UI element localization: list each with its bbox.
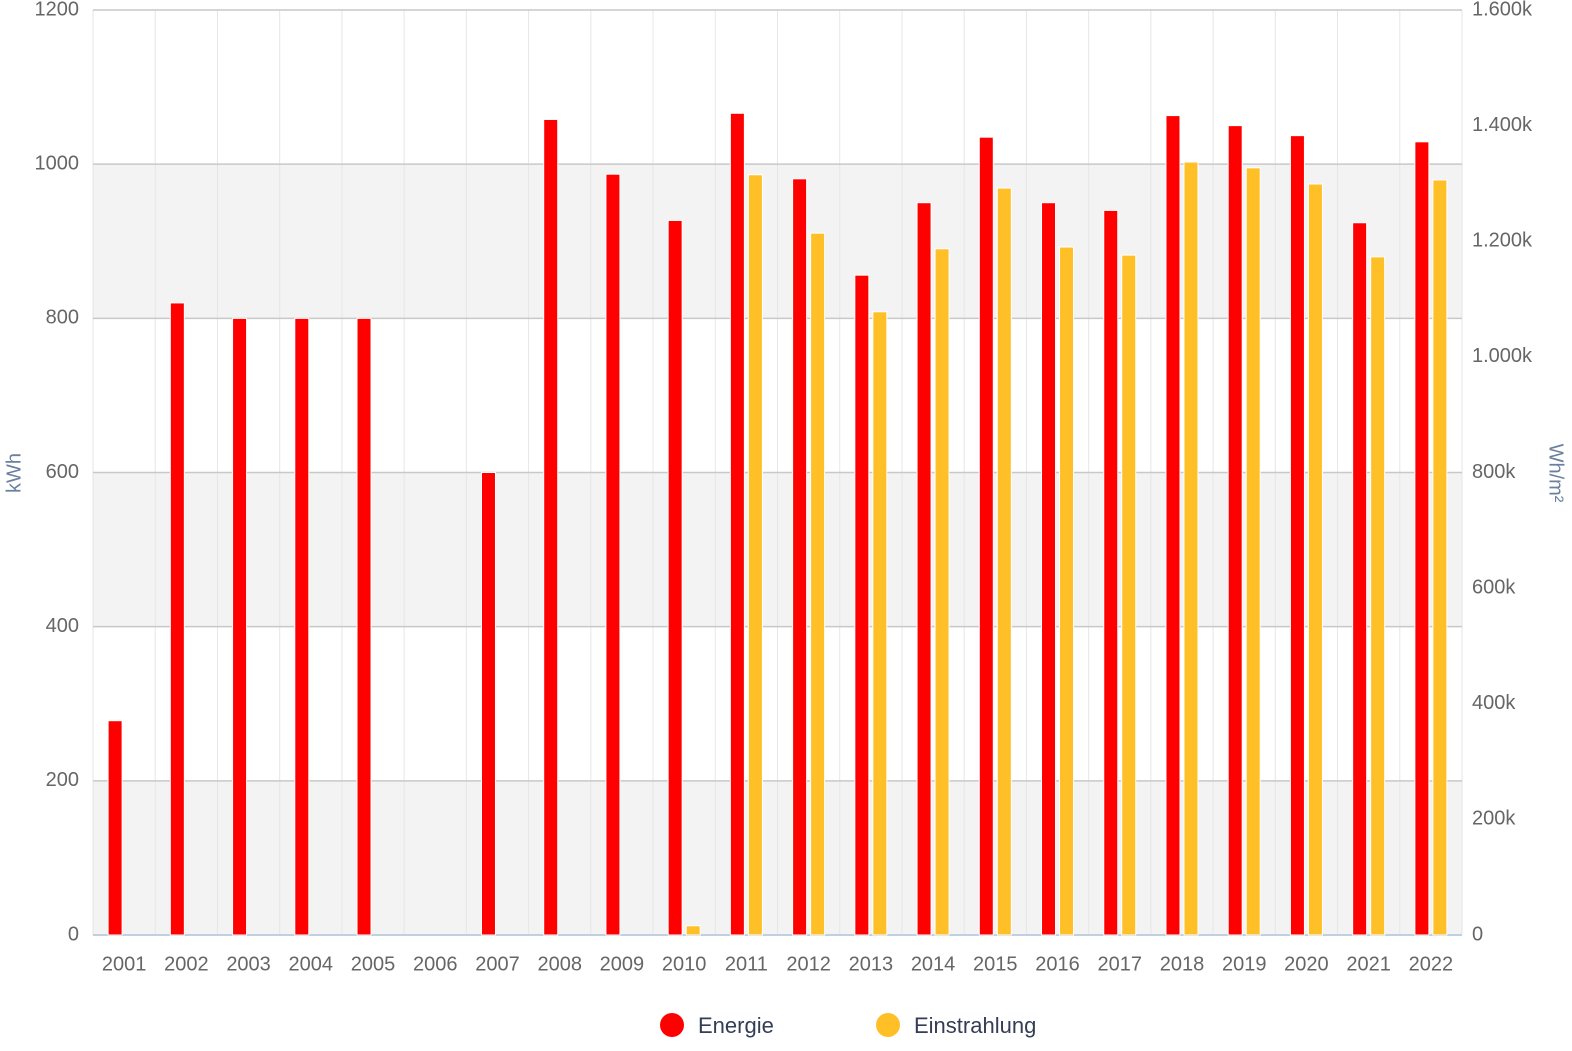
bar <box>810 232 826 936</box>
bar <box>996 187 1012 936</box>
y-tick-label: 800 <box>46 307 79 329</box>
legend-marker <box>876 1013 900 1037</box>
x-tick-label: 2002 <box>164 953 209 975</box>
y2-tick-label: 800k <box>1472 461 1516 483</box>
x-tick-label: 2004 <box>289 953 334 975</box>
bar <box>169 302 185 936</box>
y-tick-label: 600 <box>46 461 79 483</box>
y-tick-label: 1200 <box>35 0 80 20</box>
bar <box>605 173 621 936</box>
bar <box>107 720 123 936</box>
bar <box>872 311 888 936</box>
bar <box>934 248 950 936</box>
bar <box>1227 125 1243 936</box>
y2-axis-title: Wh/m² <box>1545 444 1567 503</box>
x-tick-label: 2020 <box>1284 953 1329 975</box>
x-tick-label: 2018 <box>1160 953 1205 975</box>
bar <box>1183 161 1199 936</box>
bar <box>1165 115 1181 936</box>
bar <box>1103 209 1119 936</box>
y2-tick-label: 0 <box>1472 923 1483 945</box>
y2-tick-label: 1.400k <box>1472 114 1533 136</box>
x-tick-label: 2009 <box>600 953 645 975</box>
x-tick-label: 2010 <box>662 953 707 975</box>
bar <box>1121 254 1137 936</box>
bar <box>1059 246 1075 936</box>
x-tick-label: 2012 <box>786 953 831 975</box>
x-tick-label: 2015 <box>973 953 1018 975</box>
bar <box>1432 179 1448 936</box>
x-tick-label: 2001 <box>102 953 147 975</box>
y2-tick-label: 400k <box>1472 692 1516 714</box>
legend-label: Einstrahlung <box>914 1013 1036 1038</box>
y2-tick-label: 600k <box>1472 576 1516 598</box>
x-tick-label: 2022 <box>1409 953 1454 975</box>
x-tick-label: 2005 <box>351 953 396 975</box>
bar <box>792 178 808 936</box>
bar <box>294 317 310 936</box>
y2-tick-label: 200k <box>1472 808 1516 830</box>
bar <box>854 274 870 936</box>
y-tick-label: 400 <box>46 615 79 637</box>
y-axis-title: kWh <box>3 453 25 493</box>
x-tick-label: 2007 <box>475 953 520 975</box>
x-tick-label: 2008 <box>537 953 582 975</box>
x-tick-label: 2013 <box>849 953 894 975</box>
bar <box>685 925 701 936</box>
x-tick-label: 2011 <box>725 953 768 975</box>
y2-tick-label: 1.000k <box>1472 345 1533 367</box>
bar <box>729 112 745 936</box>
x-tick-label: 2014 <box>911 953 956 975</box>
y-tick-label: 1000 <box>35 152 80 174</box>
bar <box>1289 135 1305 936</box>
legend-label: Energie <box>698 1013 774 1038</box>
x-tick-label: 2019 <box>1222 953 1267 975</box>
bar <box>1352 222 1368 936</box>
bar <box>978 136 994 936</box>
bar <box>232 317 248 936</box>
bar <box>916 202 932 936</box>
bar <box>1370 256 1386 936</box>
y2-tick-label: 1.600k <box>1472 0 1533 20</box>
y2-tick-label: 1.200k <box>1472 230 1533 252</box>
bar <box>667 219 683 936</box>
bar <box>356 317 372 936</box>
y-tick-label: 200 <box>46 769 79 791</box>
bar <box>1041 202 1057 936</box>
x-tick-label: 2006 <box>413 953 458 975</box>
y-tick-label: 0 <box>68 923 79 945</box>
x-tick-label: 2017 <box>1098 953 1143 975</box>
x-tick-label: 2003 <box>226 953 271 975</box>
bar <box>480 472 496 936</box>
bar <box>1307 183 1323 936</box>
x-tick-label: 2021 <box>1346 953 1391 975</box>
bar <box>1245 167 1261 936</box>
x-tick-label: 2016 <box>1035 953 1080 975</box>
bar <box>1414 141 1430 936</box>
bar <box>543 118 559 936</box>
legend-marker <box>660 1013 684 1037</box>
bar <box>747 174 763 936</box>
